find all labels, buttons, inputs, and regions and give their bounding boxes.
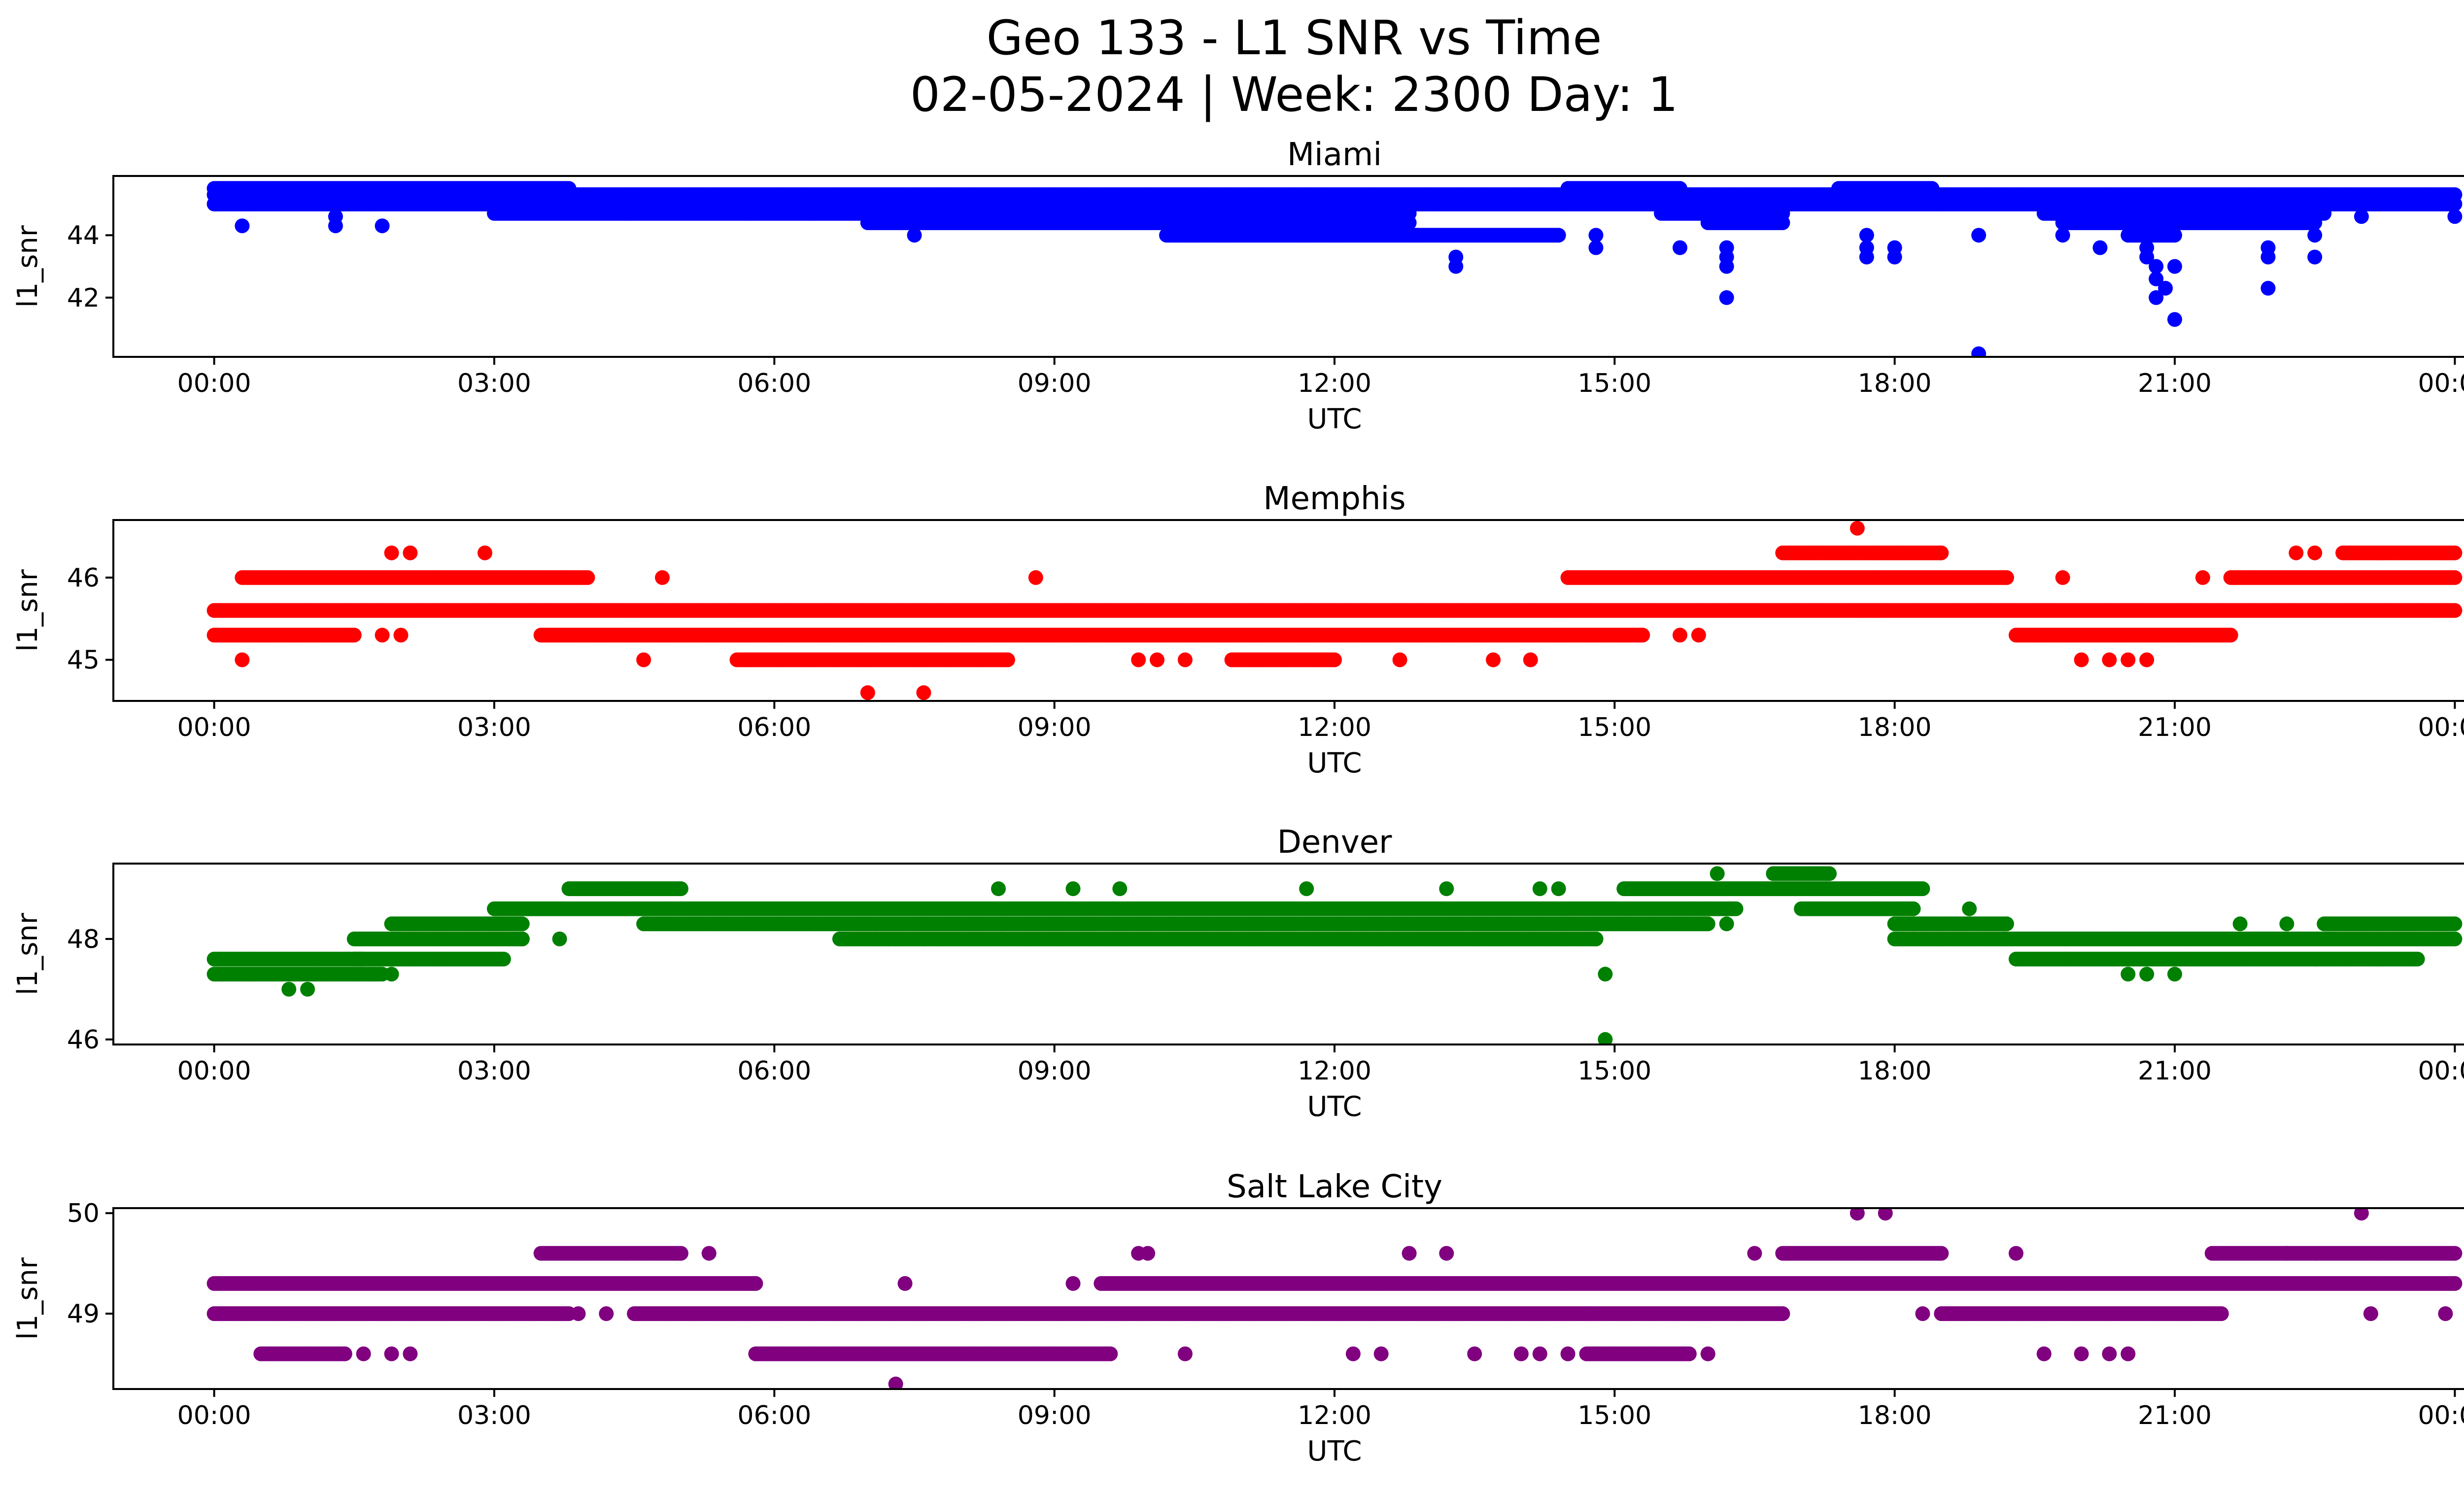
scatter-point [2447,209,2463,224]
x-tick-label: 03:00 [457,369,531,398]
scatter-point [1887,249,1902,265]
scatter-point [1402,215,1417,230]
scatter-point [2307,249,2323,265]
x-tick-label: 06:00 [737,369,811,398]
scatter-point [2307,228,2323,243]
x-tick-label: 18:00 [1858,369,1932,398]
subplot-title: Memphis [1263,481,1405,517]
scatter-point [2167,312,2182,327]
x-axis-label: UTC [1307,403,1362,435]
scatter-point [375,218,390,234]
subplots: Miami 00:00 03:00 06:00 09:00 12:00 15:00 18:00… [12,137,2464,1467]
x-tick-label: 21:00 [2138,369,2212,398]
scatter-point [2307,215,2323,230]
scatter-point [2317,206,2332,221]
subplot-title: Miami [1287,137,1382,173]
scatter-point [1859,228,1874,243]
figure-title-line-2: 02-05-2024 | Week: 2300 Day: 1 [910,67,1678,123]
scatter-point [1588,240,1604,255]
scatter-point [1168,228,1183,243]
scatter-point [2149,290,2164,305]
scatter-point [2260,280,2276,296]
x-tick-label: 12:00 [1298,369,1371,398]
scatter-point [2055,228,2070,243]
scatter-point [2167,228,2182,243]
scatter-point [2167,259,2182,274]
y-tick-label: 42 [67,283,100,313]
scatter-point [1588,228,1604,243]
scatter-point [2149,271,2164,286]
scatter-point [1971,228,1986,243]
scatter-point [907,228,922,243]
scatter-point [1719,290,1734,305]
scatter-point [1859,249,1874,265]
scatter-point [1327,209,1342,224]
scatter-point [2092,240,2108,255]
scatter-point [2139,249,2155,265]
scatter-point [2447,187,2463,202]
scatter-point [1971,346,1986,357]
subplot-0: Miami 00:00 03:00 06:00 09:00 12:00 15:00 18:00… [12,137,2464,435]
scatter-point [235,218,250,234]
scatter-point [2260,249,2276,265]
x-tick-label: 09:00 [1018,369,1092,398]
scatter-series [206,181,2463,357]
scatter-point [2158,280,2173,296]
scatter-series [206,521,2463,700]
scatter-point [328,209,343,224]
scatter-point [1719,249,1734,265]
scatter-point [2149,259,2164,274]
x-tick-label: 00:00 [177,369,251,398]
scatter-point [1551,228,1566,243]
x-tick-label: 00:00 [2418,369,2464,398]
scatter-point [1673,181,1687,196]
scatter-point [1673,240,1687,255]
scatter-point [1775,215,1790,230]
y-tick-label: 44 [67,221,100,250]
scatter-point [561,181,577,196]
scatter-point [2354,209,2369,224]
x-tick-label: 15:00 [1577,369,1651,398]
scatter-point [1924,181,1940,196]
figure-title-line-1: Geo 133 - L1 SNR vs Time [987,10,1602,66]
scatter-point [1448,259,1464,274]
y-axis-label: l1_snr [12,225,44,308]
